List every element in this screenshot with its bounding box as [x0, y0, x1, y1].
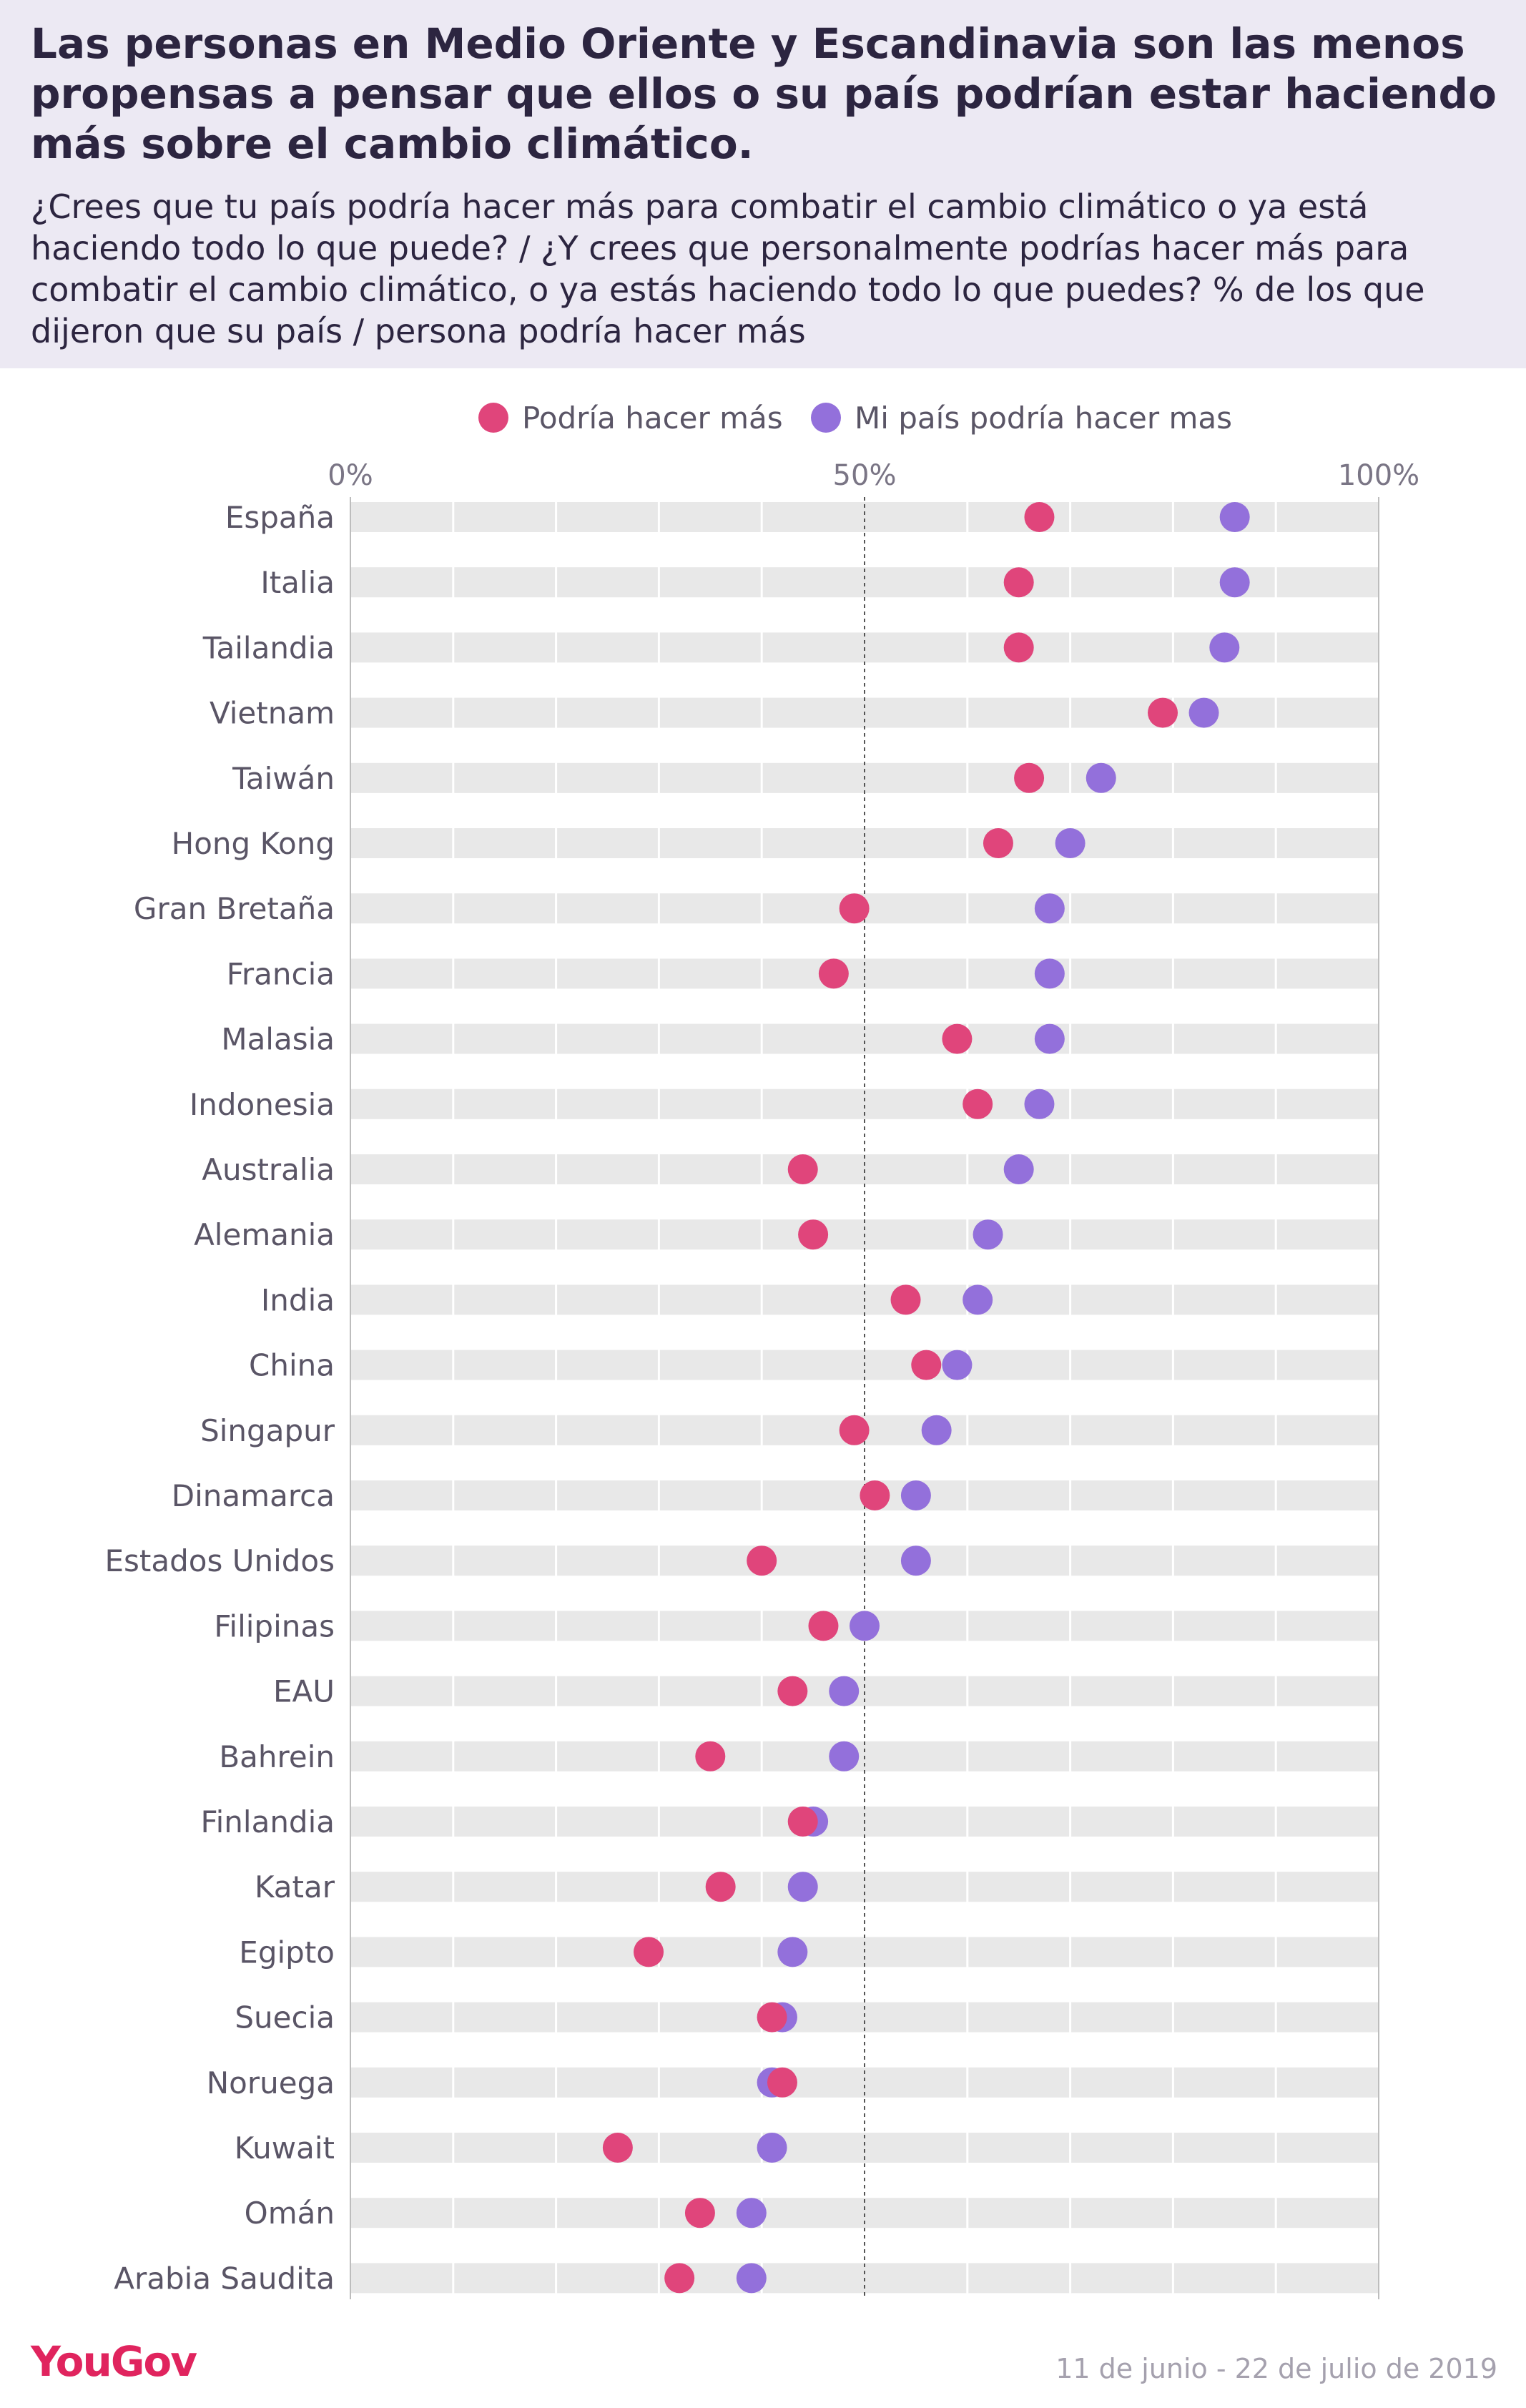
row-label: Noruega	[207, 2065, 335, 2100]
dot-country	[829, 1741, 860, 1771]
dot-country	[1034, 893, 1065, 924]
dot-country	[1086, 762, 1116, 793]
dot-personal	[942, 1023, 973, 1054]
row-label: Vietnam	[210, 696, 335, 731]
dot-personal	[602, 2133, 633, 2163]
dot-country	[1209, 632, 1240, 663]
dot-personal	[664, 2263, 695, 2294]
row-label: EAU	[273, 1674, 335, 1709]
dot-personal	[983, 828, 1013, 858]
dot-country	[900, 1480, 931, 1510]
chart-rows: España Italia Tailandia Vietnam Taiwán Hong K…	[105, 500, 1379, 2296]
chart-subtitle: ¿Crees que tu país podría hacer más para…	[31, 187, 1425, 350]
dot-country	[942, 1350, 973, 1380]
dot-country	[777, 1937, 808, 1967]
dot-personal	[860, 1480, 890, 1510]
row-label: Hong Kong	[172, 826, 335, 861]
chart-title: Las personas en Medio Oriente y Escandin…	[31, 19, 1497, 168]
dot-personal	[767, 2067, 797, 2098]
dot-personal	[963, 1088, 993, 1119]
tick-label: 50%	[833, 459, 897, 492]
legend-marker-country	[811, 403, 841, 433]
row-label: España	[225, 500, 335, 535]
row-label: Arabia Saudita	[114, 2261, 335, 2296]
dot-personal	[1024, 502, 1055, 532]
dot-personal	[757, 2002, 787, 2033]
dot-country	[1219, 567, 1250, 598]
row-label: Filipinas	[214, 1608, 335, 1643]
dot-country	[1219, 502, 1250, 532]
row-label: Alemania	[194, 1217, 335, 1252]
row-label: Gran Bretaña	[134, 891, 335, 926]
row-label: Italia	[260, 565, 335, 600]
dot-country	[850, 1611, 880, 1641]
dot-country	[1055, 828, 1086, 858]
dot-country	[921, 1415, 952, 1445]
data-points	[602, 502, 1250, 2294]
row-label: Suecia	[235, 2000, 335, 2035]
dot-personal	[747, 1545, 777, 1576]
row-label: Finlandia	[201, 1804, 335, 1839]
dot-personal	[818, 958, 849, 989]
header-panel: Las personas en Medio Oriente y Escandin…	[0, 0, 1526, 368]
dot-personal	[1003, 632, 1034, 663]
dot-personal	[684, 2198, 715, 2228]
chart-legend: Podría hacer más Mi país podría hacer mas	[478, 400, 1232, 436]
dot-personal	[634, 1937, 664, 1967]
row-label: Francia	[227, 956, 335, 991]
row-label: Australia	[202, 1152, 335, 1187]
row-label: Katar	[255, 1869, 335, 1905]
tick-label: 0%	[328, 459, 373, 492]
dot-personal	[911, 1350, 942, 1380]
row-label: China	[249, 1348, 335, 1383]
legend-marker-personal	[478, 403, 508, 433]
row-label: Tailandia	[202, 630, 335, 665]
dot-country	[963, 1284, 993, 1315]
row-label: Dinamarca	[172, 1478, 335, 1513]
dot-personal	[777, 1676, 808, 1706]
dot-country	[736, 2263, 767, 2294]
dot-personal	[695, 1741, 726, 1771]
dot-country	[1034, 1023, 1065, 1054]
fieldwork-dates: 11 de junio - 22 de julio de 2019	[1055, 2353, 1497, 2384]
dot-country	[1024, 1088, 1055, 1119]
dot-country	[973, 1219, 1003, 1250]
row-label: Malasia	[221, 1022, 335, 1057]
dot-country	[757, 2133, 787, 2163]
gridlines	[350, 497, 1379, 2299]
dot-country	[736, 2198, 767, 2228]
row-label: Indonesia	[189, 1087, 335, 1122]
tick-label: 100%	[1338, 459, 1419, 492]
dot-personal	[1148, 697, 1178, 728]
dot-personal	[890, 1284, 921, 1315]
yougov-logo: YouGov	[31, 2337, 197, 2386]
row-label: Bahrein	[219, 1739, 335, 1774]
dot-personal	[705, 1872, 736, 1902]
legend-label-country: Mi país podría hacer mas	[855, 400, 1232, 436]
row-label: Omán	[245, 2196, 335, 2231]
dot-country	[829, 1676, 860, 1706]
dot-personal	[1014, 762, 1045, 793]
dot-personal	[839, 893, 870, 924]
row-label: Taiwán	[232, 761, 335, 796]
row-label: Egipto	[239, 1935, 335, 1970]
row-label: Kuwait	[235, 2131, 335, 2166]
row-label: Estados Unidos	[105, 1543, 335, 1578]
dot-country	[900, 1545, 931, 1576]
dot-country	[1003, 1154, 1034, 1184]
dot-country	[787, 1872, 818, 1902]
dot-personal	[787, 1154, 818, 1184]
row-label: Singapur	[200, 1413, 335, 1448]
dot-plot-chart: Podría hacer más Mi país podría hacer mas…	[105, 400, 1419, 2299]
dot-country	[1188, 697, 1219, 728]
dot-personal	[1003, 567, 1034, 598]
legend-label-personal: Podría hacer más	[522, 400, 783, 436]
row-label: India	[261, 1282, 335, 1317]
x-axis-ticks: 0% 50% 100%	[328, 459, 1419, 492]
dot-personal	[798, 1219, 829, 1250]
dot-country	[1034, 958, 1065, 989]
dot-personal	[808, 1611, 839, 1641]
dot-personal	[839, 1415, 870, 1445]
dot-personal	[787, 1807, 818, 1837]
